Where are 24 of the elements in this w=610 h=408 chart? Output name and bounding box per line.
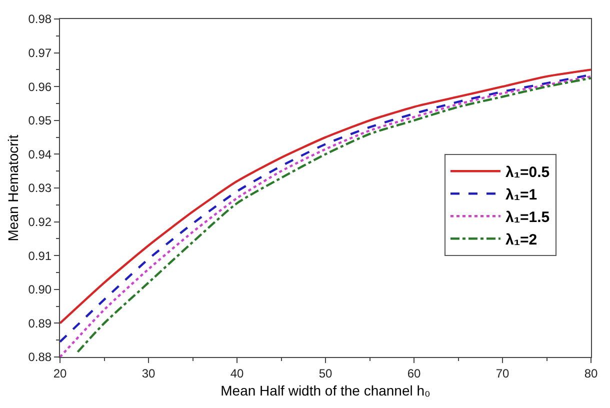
legend-label: λ₁=1.5 — [505, 209, 550, 226]
y-tick-label: 0.98 — [28, 12, 52, 26]
legend-label: λ₁=0.5 — [505, 164, 550, 181]
x-tick-label: 40 — [230, 366, 244, 380]
y-tick-label: 0.93 — [28, 181, 52, 196]
x-tick-label: 20 — [53, 366, 67, 380]
y-tick-label: 0.96 — [28, 80, 52, 94]
y-tick-label: 0.95 — [28, 114, 52, 128]
y-tick-label: 0.91 — [28, 248, 52, 263]
y-tick-label: 0.90 — [28, 282, 52, 297]
y-tick-label: 0.88 — [28, 350, 52, 364]
x-axis-title: Mean Half width of the channel h₀ — [220, 382, 431, 399]
x-tick-label: 80 — [584, 366, 598, 380]
y-tick-label: 0.92 — [28, 215, 52, 229]
y-tick-label: 0.94 — [28, 147, 52, 162]
x-tick-label: 60 — [407, 366, 421, 380]
x-tick-label: 30 — [142, 366, 156, 380]
y-tick-label: 0.89 — [28, 316, 52, 330]
y-tick-label: 0.97 — [28, 46, 52, 60]
legend-label: λ₁=2 — [505, 232, 538, 248]
y-axis-title: Mean Hematocrit — [4, 134, 21, 242]
x-tick-label: 70 — [496, 366, 510, 380]
legend-label: λ₁=1 — [505, 186, 538, 204]
x-tick-label: 50 — [318, 366, 332, 380]
